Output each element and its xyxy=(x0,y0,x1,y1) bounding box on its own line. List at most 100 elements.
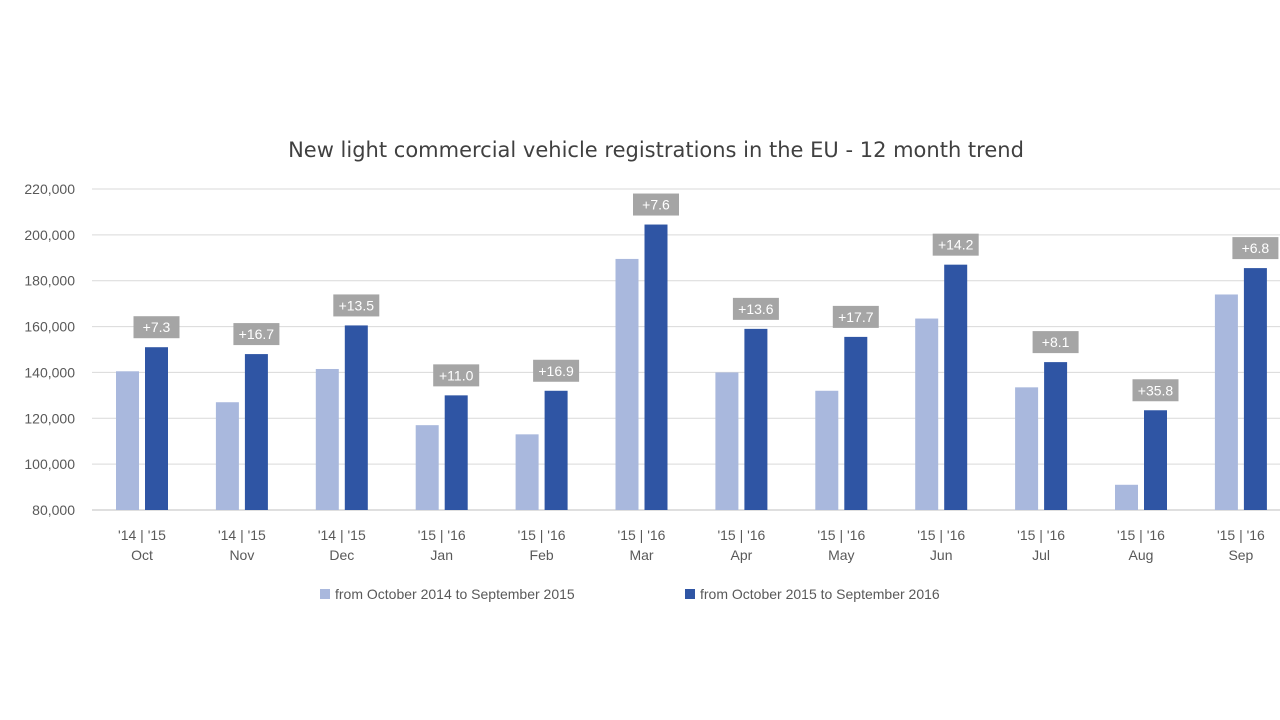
data-label-box xyxy=(832,305,879,328)
x-tick-month: May xyxy=(828,547,854,563)
legend-item: from October 2015 to September 2016 xyxy=(685,586,940,602)
data-label: +6.8 xyxy=(1232,237,1279,260)
bar-current-period xyxy=(644,224,668,510)
bar-prior-period xyxy=(915,318,939,510)
data-label-box xyxy=(233,323,280,346)
x-tick-month: Jul xyxy=(1032,547,1050,563)
data-label: +17.7 xyxy=(832,305,879,328)
legend-label: from October 2014 to September 2015 xyxy=(335,586,575,602)
chart-title: New light commercial vehicle registratio… xyxy=(288,138,1024,162)
legend-label: from October 2015 to September 2016 xyxy=(700,586,940,602)
x-tick-month: Jan xyxy=(430,547,453,563)
data-label: +11.0 xyxy=(433,364,480,387)
bars xyxy=(116,224,1267,510)
data-label-text: +7.3 xyxy=(143,319,171,335)
bar-prior-period xyxy=(1214,294,1238,510)
bar-current-period xyxy=(244,354,268,510)
x-tick-years: '15 | '16 xyxy=(717,527,765,543)
data-label-box xyxy=(1132,379,1179,402)
data-label-box xyxy=(1032,331,1079,354)
x-tick-month: Aug xyxy=(1129,547,1154,563)
x-tick-month: Mar xyxy=(629,547,653,563)
data-label: +7.3 xyxy=(133,316,180,339)
x-tick-years: '15 | '16 xyxy=(1217,527,1265,543)
data-label-box xyxy=(433,364,480,387)
x-tick-month: Apr xyxy=(731,547,753,563)
data-label: +35.8 xyxy=(1132,379,1179,402)
legend: from October 2014 to September 2015 from … xyxy=(320,586,940,602)
data-label: +16.9 xyxy=(533,359,580,382)
bar-current-period xyxy=(1243,268,1267,510)
x-tick-years: '14 | '15 xyxy=(218,527,266,543)
data-label-box xyxy=(732,297,779,320)
bar-current-period xyxy=(1144,410,1167,510)
bar-prior-period xyxy=(515,434,539,510)
x-tick-years: '15 | '16 xyxy=(917,527,965,543)
bar-current-period xyxy=(944,264,968,510)
data-label: +7.6 xyxy=(633,193,679,216)
bar-prior-period xyxy=(1015,387,1039,510)
bar-current-period xyxy=(344,325,368,510)
x-tick-month: Sep xyxy=(1228,547,1253,563)
y-tick-label: 220,000 xyxy=(24,181,75,197)
data-label-text: +17.7 xyxy=(838,309,874,325)
x-tick-years: '15 | '16 xyxy=(618,527,666,543)
bar-prior-period xyxy=(615,258,639,510)
y-tick-label: 160,000 xyxy=(24,319,75,335)
data-label-text: +11.0 xyxy=(439,367,474,383)
y-axis-tick-labels: 80,000 100,000 120,000 140,000 160,000 180,00… xyxy=(24,181,75,518)
bar-current-period xyxy=(744,328,768,510)
bar-prior-period xyxy=(116,371,139,510)
data-label-text: +16.7 xyxy=(239,326,275,342)
data-label: +8.1 xyxy=(1032,331,1079,354)
data-label-box xyxy=(333,294,380,317)
bar-prior-period xyxy=(715,372,739,510)
bar-current-period xyxy=(844,336,868,510)
y-tick-label: 180,000 xyxy=(24,273,75,289)
y-tick-label: 200,000 xyxy=(24,227,75,243)
data-label: +13.5 xyxy=(333,294,380,317)
x-tick-month: Dec xyxy=(329,547,354,563)
data-label-text: +13.5 xyxy=(339,297,375,313)
data-label-text: +6.8 xyxy=(1242,240,1270,256)
legend-swatch xyxy=(320,589,330,599)
x-tick-years: '15 | '16 xyxy=(418,527,466,543)
bar-current-period xyxy=(145,347,168,510)
legend-swatch xyxy=(685,589,695,599)
data-label-box xyxy=(533,359,580,382)
x-tick-years: '15 | '16 xyxy=(518,527,566,543)
data-label-box xyxy=(932,233,979,256)
data-label: +16.7 xyxy=(233,323,280,346)
y-tick-label: 120,000 xyxy=(24,410,75,426)
y-tick-label: 80,000 xyxy=(32,502,75,518)
x-tick-years: '15 | '16 xyxy=(817,527,865,543)
data-label-text: +7.6 xyxy=(642,197,670,213)
x-tick-month: Feb xyxy=(530,547,554,563)
x-tick-years: '14 | '15 xyxy=(118,527,166,543)
bar-prior-period xyxy=(315,368,339,510)
bar-current-period xyxy=(544,390,568,510)
data-labels: +7.3 +16.7 +13.5 +11.0 +16.9 +7.6 +13.6 +17.7 +1… xyxy=(133,193,1279,402)
data-label-text: +8.1 xyxy=(1042,334,1070,350)
bar-current-period xyxy=(444,395,468,510)
data-label-box xyxy=(1232,237,1279,260)
data-label-box xyxy=(633,193,679,216)
bar-current-period xyxy=(1044,362,1068,510)
data-label: +13.6 xyxy=(732,297,779,320)
x-tick-month: Nov xyxy=(229,547,254,563)
x-axis-tick-labels: '14 | '15 Oct '14 | '15 Nov '14 | '15 Dec '15 … xyxy=(118,527,1265,563)
x-tick-month: Jun xyxy=(930,547,953,563)
y-tick-label: 140,000 xyxy=(24,364,75,380)
bar-prior-period xyxy=(815,390,839,510)
y-tick-label: 100,000 xyxy=(24,456,75,472)
data-label-text: +35.8 xyxy=(1138,382,1174,398)
data-label: +14.2 xyxy=(932,233,979,256)
x-tick-month: Oct xyxy=(131,547,153,563)
data-label-text: +13.6 xyxy=(738,301,774,317)
bar-prior-period xyxy=(215,402,239,510)
data-label-text: +14.2 xyxy=(938,237,974,253)
x-tick-years: '15 | '16 xyxy=(1017,527,1065,543)
data-label-text: +16.9 xyxy=(538,363,574,379)
legend-item: from October 2014 to September 2015 xyxy=(320,586,575,602)
